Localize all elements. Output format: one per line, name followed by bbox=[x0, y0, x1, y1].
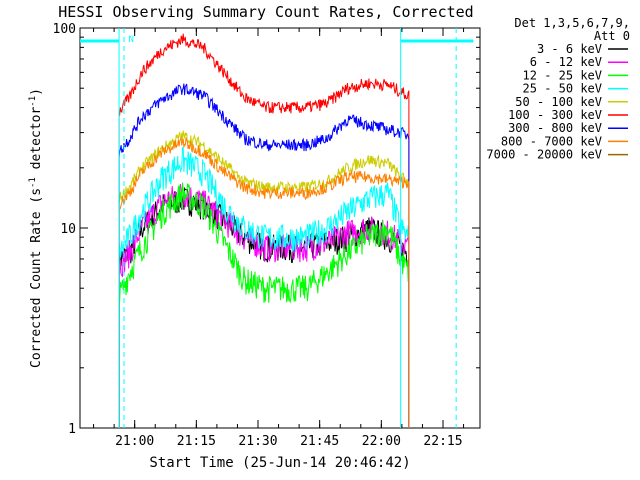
y-tick-label: 100 bbox=[53, 22, 76, 37]
x-tick-label: 21:00 bbox=[115, 434, 154, 449]
y-axis-label-part1: Corrected Count Rate (s bbox=[29, 188, 44, 368]
legend-label: 25 - 50 keV bbox=[523, 82, 602, 96]
series-layer bbox=[118, 33, 410, 428]
series-line-7 bbox=[118, 83, 410, 428]
y-axis-label-part3: ) bbox=[29, 88, 44, 96]
legend-label: 12 - 25 keV bbox=[523, 68, 602, 82]
legend-label: 100 - 300 keV bbox=[508, 108, 602, 122]
chart-title: HESSI Observing Summary Count Rates, Cor… bbox=[58, 3, 473, 21]
series-line-3 bbox=[118, 182, 410, 428]
y-axis-label-part2: detector bbox=[29, 107, 44, 178]
legend-label: 300 - 800 keV bbox=[508, 121, 602, 135]
legend-label: 6 - 12 keV bbox=[530, 55, 602, 69]
x-tick-label: 22:00 bbox=[362, 434, 401, 449]
legend-label: 50 - 100 keV bbox=[515, 95, 602, 109]
x-tick-label: 21:45 bbox=[300, 434, 339, 449]
y-axis-label-sup2: -1 bbox=[28, 96, 38, 107]
series-line-4 bbox=[118, 146, 410, 428]
x-tick-label: 21:15 bbox=[177, 434, 216, 449]
legend-label: 3 - 6 keV bbox=[537, 42, 602, 56]
x-tick-label: 22:15 bbox=[423, 434, 462, 449]
series-line-6 bbox=[118, 33, 410, 428]
y-tick-label: 1 bbox=[68, 422, 76, 437]
legend-header-detectors: Det 1,3,5,6,7,9, bbox=[514, 16, 630, 30]
series-line-8 bbox=[118, 137, 410, 428]
axis-ticks: 21:00 21:15 21:30 21:45 22:00 22:15 1 10 100 bbox=[53, 22, 480, 449]
x-axis-label: Start Time (25-Jun-14 20:46:42) bbox=[149, 455, 410, 471]
y-tick-label: 10 bbox=[60, 222, 76, 237]
night-flag-label: N bbox=[129, 35, 134, 45]
y-axis-label-sup1: -1 bbox=[28, 177, 38, 188]
legend-header-attenuator: Att 0 bbox=[594, 29, 630, 43]
legend-label: 7000 - 20000 keV bbox=[486, 148, 602, 162]
observation-markers: N bbox=[80, 28, 474, 428]
legend-label: 800 - 7000 keV bbox=[501, 134, 602, 148]
x-tick-label: 21:30 bbox=[238, 434, 277, 449]
y-axis-label: Corrected Count Rate (s-1 detector-1) bbox=[28, 88, 44, 368]
